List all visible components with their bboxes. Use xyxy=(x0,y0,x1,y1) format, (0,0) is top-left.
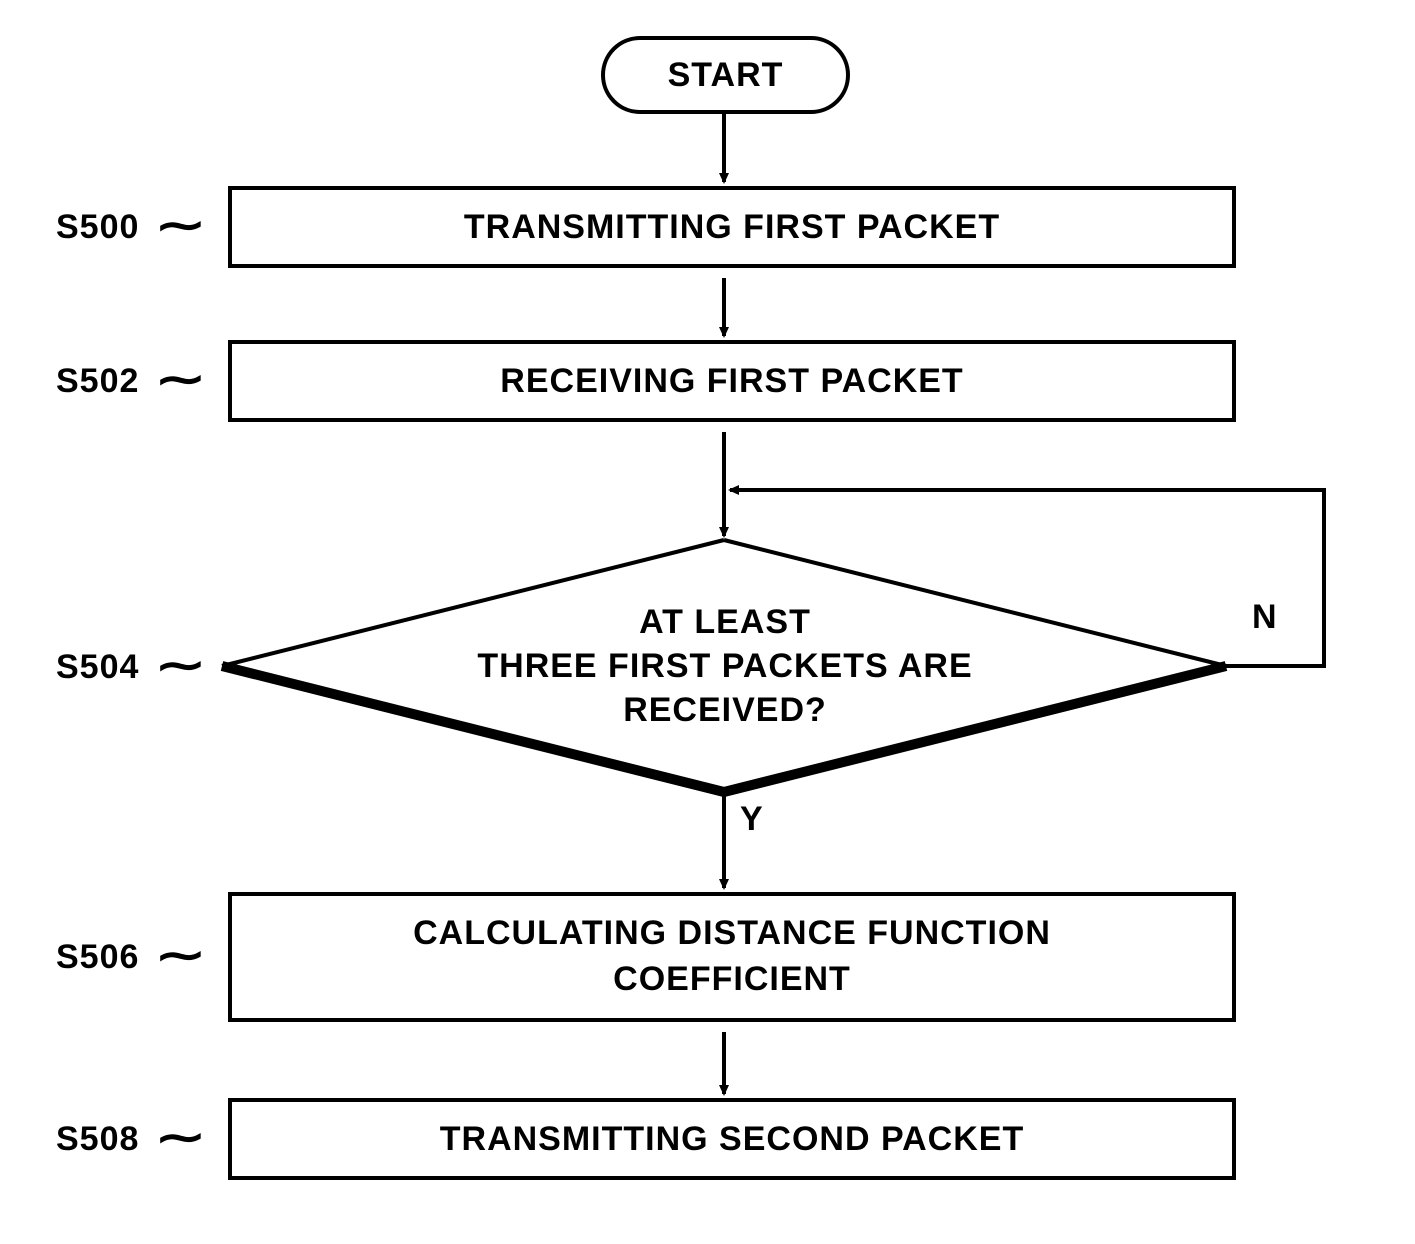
start-node: START xyxy=(601,36,850,114)
step-label-s502-text: S502 xyxy=(56,362,139,400)
step-label-s506-text: S506 xyxy=(56,938,139,976)
step-label-s504: S504 xyxy=(56,648,139,687)
tilde-s502: ∼ xyxy=(155,354,207,405)
tilde-s506: ∼ xyxy=(155,930,207,981)
process-s506: CALCULATING DISTANCE FUNCTION COEFFICIEN… xyxy=(228,892,1236,1022)
step-label-s508-text: S508 xyxy=(56,1120,139,1158)
step-label-s502: S502 xyxy=(56,362,139,401)
tilde-s504: ∼ xyxy=(155,640,207,691)
tilde-s500: ∼ xyxy=(155,200,207,251)
process-s506-label: CALCULATING DISTANCE FUNCTION COEFFICIEN… xyxy=(413,911,1051,1003)
branch-label-yes-text: Y xyxy=(740,800,763,838)
step-label-s504-text: S504 xyxy=(56,648,139,686)
step-label-s500-text: S500 xyxy=(56,208,139,246)
process-s508: TRANSMITTING SECOND PACKET xyxy=(228,1098,1236,1180)
tilde-s508: ∼ xyxy=(155,1112,207,1163)
process-s508-label: TRANSMITTING SECOND PACKET xyxy=(440,1120,1024,1159)
branch-label-yes: Y xyxy=(740,800,763,839)
process-s500: TRANSMITTING FIRST PACKET xyxy=(228,186,1236,268)
flowchart-canvas: START TRANSMITTING FIRST PACKET RECEIVIN… xyxy=(0,0,1415,1244)
step-label-s500: S500 xyxy=(56,208,139,247)
step-label-s506: S506 xyxy=(56,938,139,977)
step-label-s508: S508 xyxy=(56,1120,139,1159)
decision-s504-shape xyxy=(222,540,1226,792)
process-s500-label: TRANSMITTING FIRST PACKET xyxy=(464,208,1000,247)
start-label: START xyxy=(668,56,784,95)
process-s502-label: RECEIVING FIRST PACKET xyxy=(500,362,963,401)
branch-label-no: N xyxy=(1252,598,1277,637)
process-s502: RECEIVING FIRST PACKET xyxy=(228,340,1236,422)
branch-label-no-text: N xyxy=(1252,598,1277,636)
